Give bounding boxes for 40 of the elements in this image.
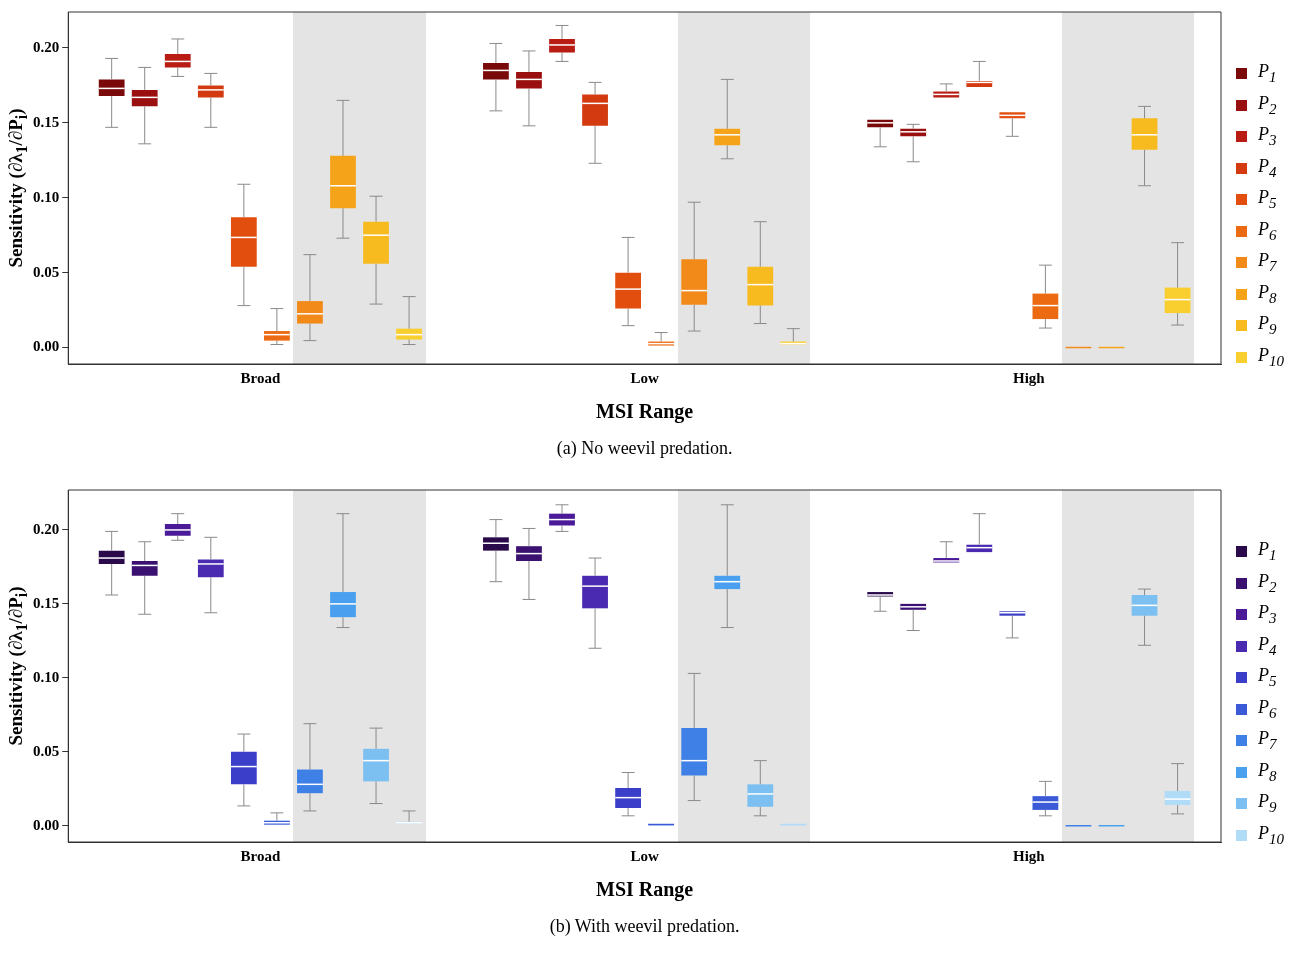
y-tick-label: 0.15 — [33, 594, 60, 611]
x-tick-label: Low — [630, 369, 659, 386]
legend-label: P$_{4}$ — [1258, 155, 1277, 181]
x-tick-label: High — [1013, 847, 1046, 864]
y-tick-label: 0.20 — [33, 38, 60, 55]
x-tick-label: High — [1013, 369, 1046, 386]
legend-label: P$_{2}$ — [1258, 570, 1277, 596]
y-tick-label: 0.20 — [33, 520, 60, 537]
x-axis-title: MSI Range — [596, 878, 694, 901]
x-tick-label: Broad — [240, 847, 281, 864]
legend-label: P$_{4}$ — [1258, 633, 1277, 659]
y-tick-label: 0.05 — [33, 263, 60, 280]
legend-label: P$_{2}$ — [1258, 92, 1277, 118]
legend-label: P$_{3}$ — [1258, 602, 1277, 628]
legend-label: P$_{6}$ — [1258, 218, 1277, 244]
legend-label: P$_{10}$ — [1258, 822, 1284, 848]
y-tick-label: 0.00 — [33, 338, 60, 355]
y-tick-label: 0.00 — [33, 816, 60, 833]
legend-label: P$_{7}$ — [1258, 728, 1277, 754]
legend-label: P$_{8}$ — [1258, 281, 1277, 307]
x-tick-label: Broad — [240, 369, 281, 386]
legend-label: P$_{5}$ — [1258, 665, 1277, 691]
y-tick-label: 0.10 — [33, 188, 60, 205]
legend-label: P$_{9}$ — [1258, 791, 1277, 817]
x-axis-title: MSI Range — [596, 400, 694, 423]
text: (b) With weevil predation. — [549, 916, 740, 937]
text: (a) No weevil predation. — [556, 438, 733, 459]
legend-label: P$_{8}$ — [1258, 759, 1277, 785]
legend-label: P$_{6}$ — [1258, 696, 1277, 722]
legend-label: P$_{1}$ — [1258, 61, 1277, 87]
x-tick-label: Low — [630, 847, 659, 864]
legend-label: P$_{1}$ — [1258, 539, 1277, 565]
legend-label: P$_{5}$ — [1258, 187, 1277, 213]
y-tick-label: 0.05 — [33, 742, 60, 759]
legend-label: P$_{3}$ — [1258, 124, 1277, 150]
legend-label: P$_{9}$ — [1258, 313, 1277, 339]
y-tick-label: 0.10 — [33, 668, 60, 685]
legend-label: P$_{7}$ — [1258, 250, 1277, 276]
legend-label: P$_{10}$ — [1258, 344, 1284, 370]
y-tick-label: 0.15 — [33, 113, 60, 130]
